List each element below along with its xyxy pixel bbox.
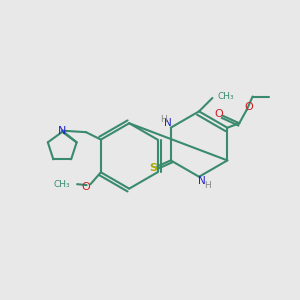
Text: N: N <box>164 118 172 128</box>
Text: O: O <box>81 182 90 192</box>
Text: N: N <box>198 176 206 186</box>
Text: O: O <box>244 103 253 112</box>
Text: CH₃: CH₃ <box>218 92 234 101</box>
Text: CH₃: CH₃ <box>54 180 70 189</box>
Text: H: H <box>160 115 167 124</box>
Text: O: O <box>214 109 223 119</box>
Text: H: H <box>205 181 211 190</box>
Text: N: N <box>58 126 66 136</box>
Text: S: S <box>149 163 157 173</box>
